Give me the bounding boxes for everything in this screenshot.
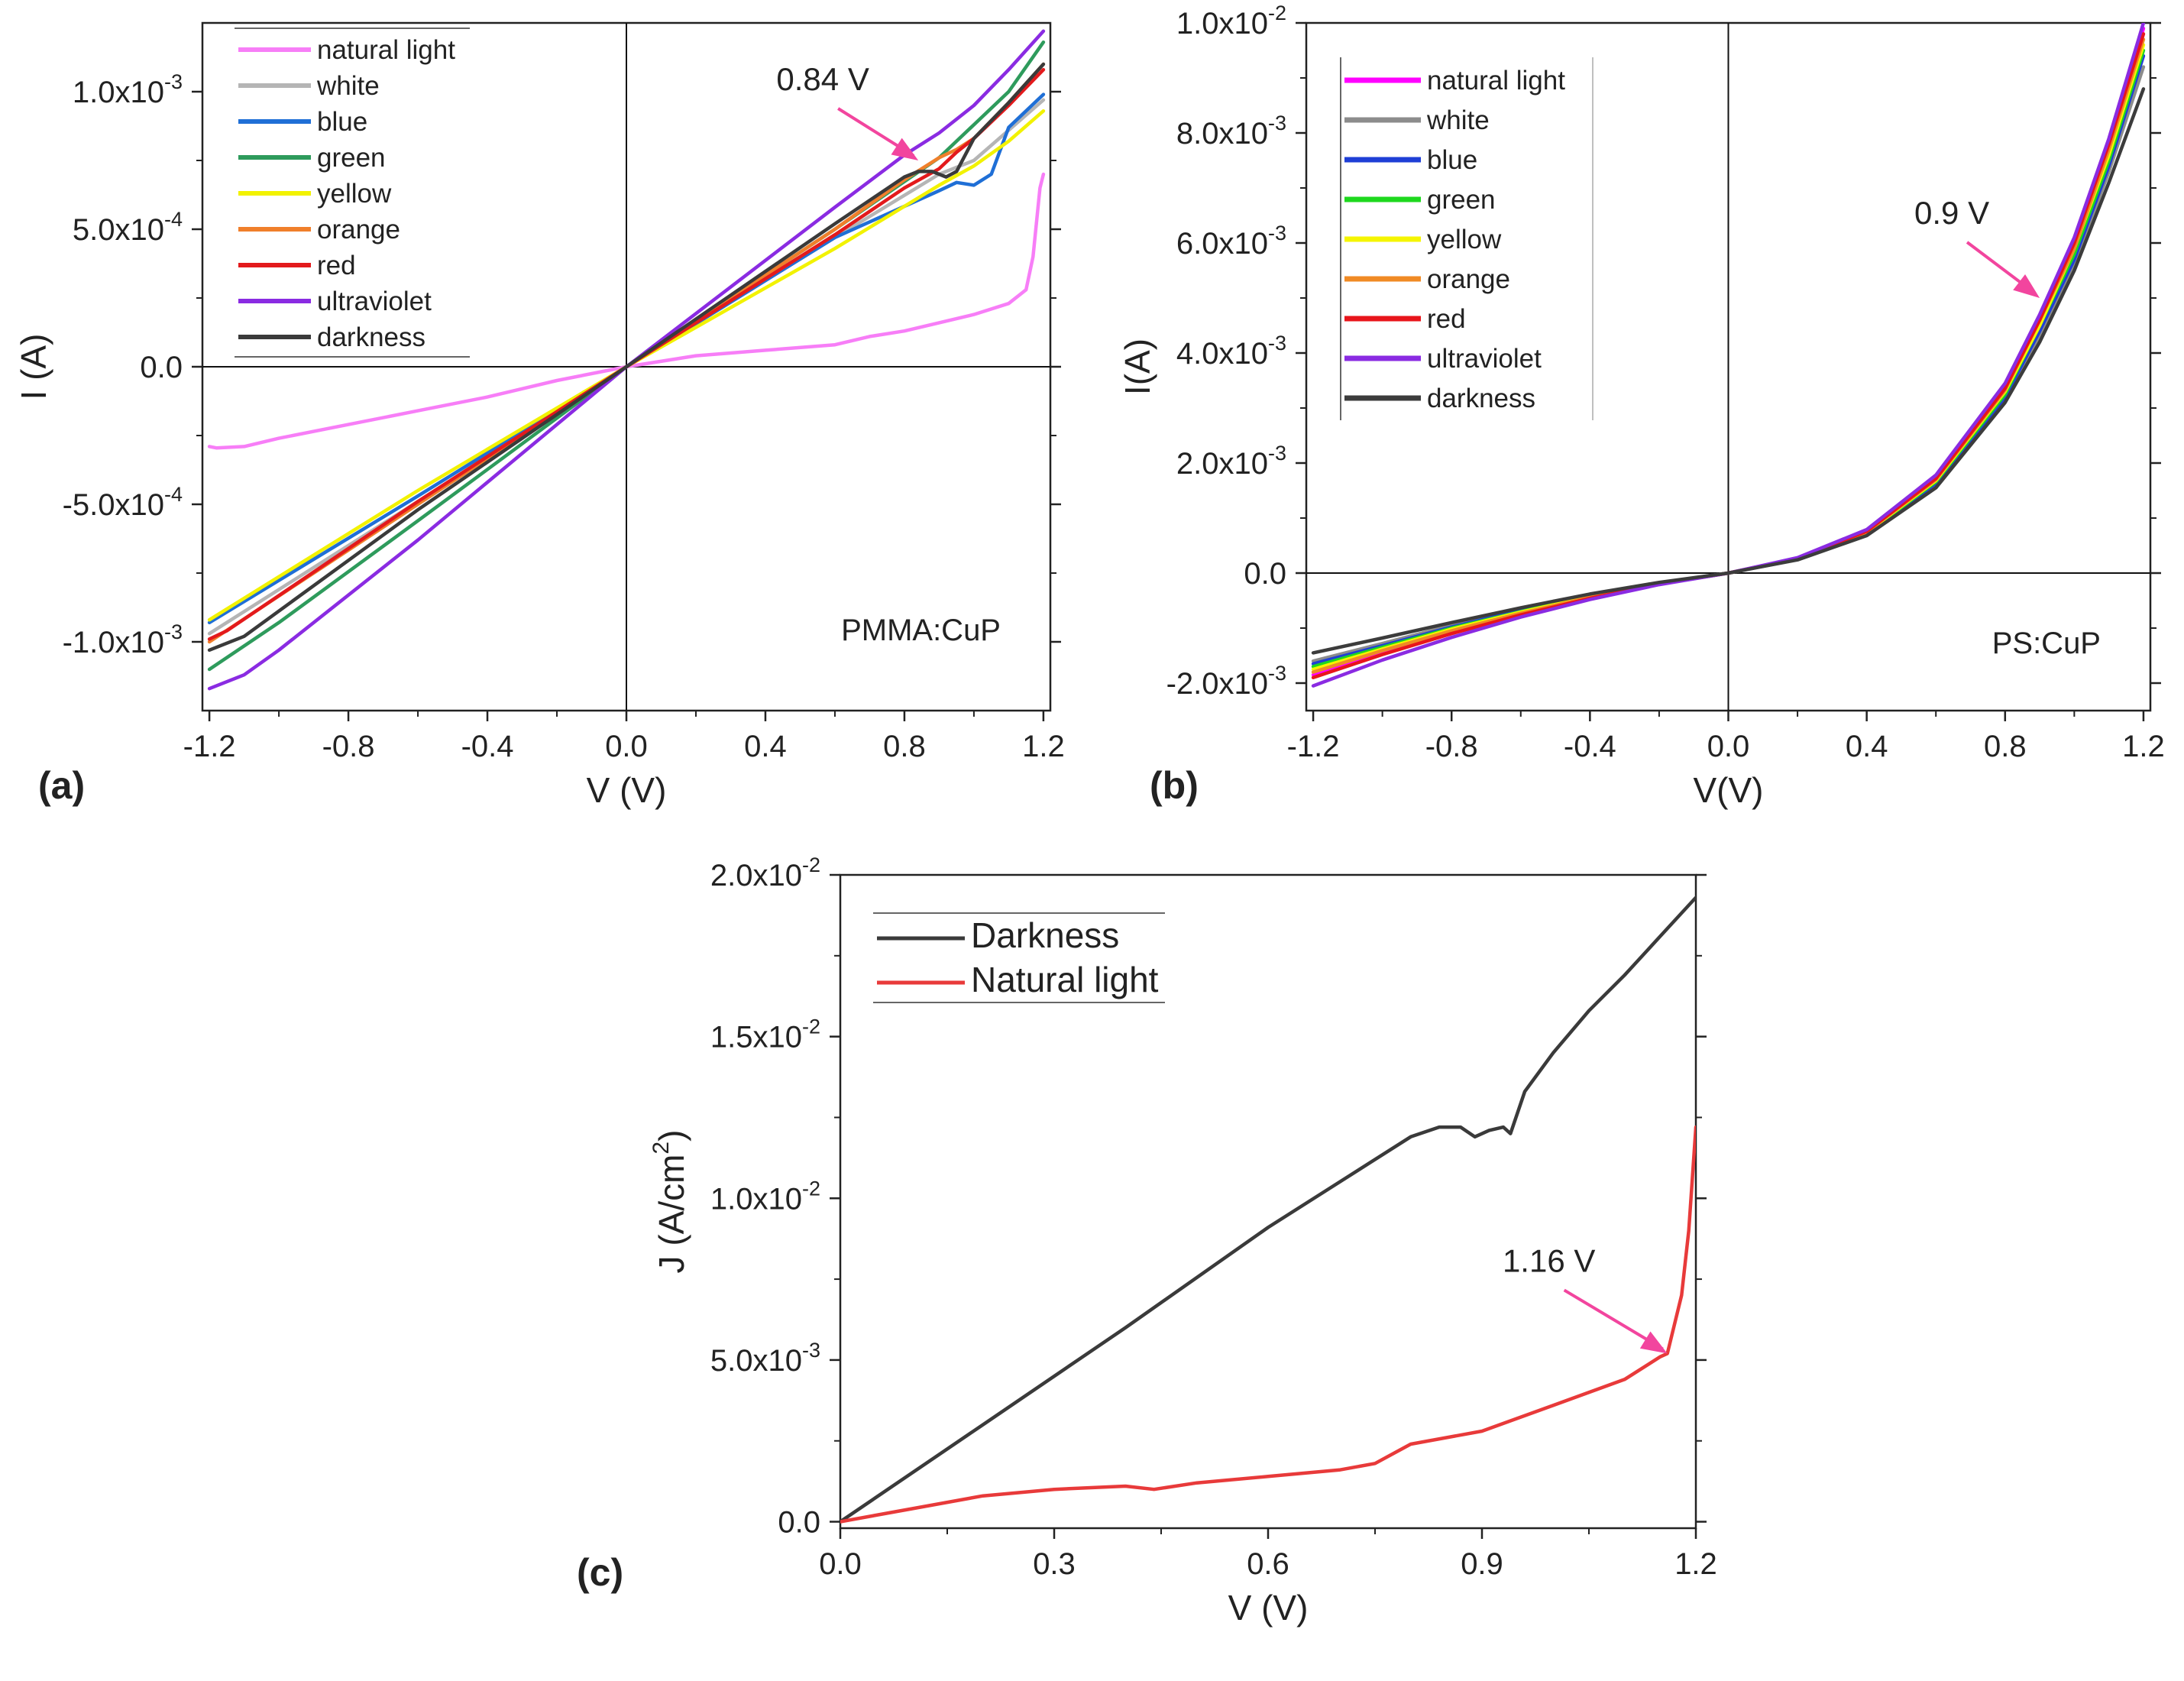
x-tick-label: 0.0	[605, 730, 648, 763]
series-group	[840, 896, 1696, 1524]
y-tick-label: 0.0	[778, 1506, 820, 1540]
series-line-yellow	[207, 109, 1046, 622]
y-axis-title: J (A/cm2)	[649, 1130, 691, 1274]
y-tick-label: 5.0x10-3	[710, 1339, 820, 1378]
plot-frame	[839, 873, 1697, 1530]
y-tick-label: 2.0x10-2	[710, 853, 820, 892]
panel-label: (a)	[38, 764, 85, 807]
y-axis-title: I (A)	[14, 334, 53, 400]
legend-label: Darkness	[971, 915, 1119, 955]
x-tick-label: 0.3	[1033, 1547, 1076, 1581]
y-tick-label: 1.0x10-2	[1176, 2, 1286, 40]
y-tick-label: 0.0	[1244, 557, 1286, 591]
legend-label: red	[1427, 304, 1466, 334]
series-group	[1311, 23, 2146, 688]
legend-label: green	[1427, 185, 1496, 215]
y-tick-label: 1.5x10-2	[710, 1015, 820, 1054]
legend-label: orange	[1427, 264, 1510, 294]
series-line-natural-light	[207, 172, 1046, 450]
annotation: 1.16 V	[1503, 1242, 1668, 1354]
legend: natural light white blue green yellow orange r…	[1340, 57, 1594, 420]
x-axis-title: V(V)	[1694, 770, 1764, 810]
y-tick-label: 0.0	[140, 351, 183, 384]
x-tick-label: -1.2	[1287, 730, 1340, 763]
legend: Darkness Natural light	[873, 912, 1165, 1003]
x-tick-label: 0.8	[1984, 730, 2027, 763]
x-tick-label: 0.6	[1247, 1547, 1289, 1581]
y-tick-label: -1.0x10-3	[63, 620, 183, 659]
x-axis-title: V (V)	[1228, 1588, 1309, 1628]
annotation-label: 0.9 V	[1914, 195, 1989, 231]
x-tick-label: 0.9	[1461, 1547, 1503, 1581]
annotation-arrowhead	[2013, 274, 2040, 298]
series-line-darkness	[840, 896, 1696, 1524]
x-tick-label: -0.4	[1564, 730, 1616, 763]
legend-label: ultraviolet	[1427, 344, 1542, 374]
x-tick-label: 0.8	[883, 730, 926, 763]
panel-label: (b)	[1150, 764, 1199, 807]
y-tick-label: 8.0x10-3	[1176, 112, 1286, 151]
y-tick-label: 5.0x10-4	[73, 208, 183, 247]
x-tick-label: 0.4	[744, 730, 787, 763]
y-tick-label: -2.0x10-3	[1166, 662, 1286, 701]
legend-label: darkness	[1427, 384, 1535, 413]
series-group	[207, 29, 1046, 691]
legend-label: darkness	[317, 322, 425, 352]
legend-label: orange	[317, 215, 400, 245]
sample-label: PMMA:CuP	[841, 614, 1001, 647]
annotation: 0.84 V	[776, 61, 919, 160]
sample-label: PS:CuP	[1992, 627, 2101, 660]
legend-label: red	[317, 251, 356, 280]
x-tick-label: 0.0	[1707, 730, 1750, 763]
series-line-ultraviolet	[1311, 23, 2146, 688]
legend-label: white	[316, 71, 380, 101]
y-tick-label: 2.0x10-3	[1176, 442, 1286, 481]
series-line-darkness	[1311, 87, 2146, 655]
legend-label: Natural light	[971, 960, 1159, 999]
x-axis-title: V (V)	[587, 770, 667, 810]
series-line-natural-light	[840, 1125, 1696, 1524]
legend-label: green	[317, 143, 386, 173]
x-tick-label: -0.8	[322, 730, 375, 763]
legend-label: yellow	[1427, 225, 1502, 254]
chart-panel-a: -1.2 -0.8 -0.4 0.0 0.4 0.8 1.2 -1.0x10-3 -5.0x10…	[14, 21, 1065, 810]
y-axis-title: I(A)	[1118, 338, 1157, 395]
y-tick-label: 1.0x10-3	[73, 70, 183, 109]
annotation-arrowhead	[1639, 1331, 1668, 1354]
legend-label: natural light	[1427, 66, 1565, 96]
x-tick-label: -0.4	[461, 730, 514, 763]
y-tick-label: 6.0x10-3	[1176, 222, 1286, 261]
y-tick-label: 4.0x10-3	[1176, 332, 1286, 371]
annotation-label: 0.84 V	[776, 61, 869, 97]
legend-label: white	[1426, 105, 1490, 135]
series-line-ultraviolet	[207, 29, 1046, 691]
y-tick-label: 1.0x10-2	[710, 1177, 820, 1216]
legend-label: ultraviolet	[317, 287, 432, 316]
x-tick-label: 0.0	[819, 1547, 862, 1581]
annotation-label: 1.16 V	[1503, 1242, 1595, 1278]
panel-label: (c)	[577, 1551, 623, 1594]
x-tick-label: 0.4	[1846, 730, 1888, 763]
series-line-darkness	[207, 62, 1046, 653]
legend-label: natural light	[317, 35, 455, 65]
annotation-arrowhead	[891, 138, 919, 160]
chart-panel-c: 0.0 0.3 0.6 0.9 1.2 0.0 5.0x10-3 1.0x10-2 1.5x10…	[577, 853, 1717, 1628]
x-tick-label: -0.8	[1425, 730, 1478, 763]
legend: natural light white blue green yellow orange r…	[235, 28, 470, 358]
legend-label: blue	[317, 107, 367, 137]
x-tick-label: 1.2	[2122, 730, 2165, 763]
y-tick-label: -5.0x10-4	[63, 483, 183, 522]
x-tick-label: -1.2	[183, 730, 236, 763]
legend-label: yellow	[317, 179, 392, 209]
legend-label: blue	[1427, 145, 1477, 175]
annotation: 0.9 V	[1914, 195, 2040, 298]
x-tick-label: 1.2	[1674, 1547, 1717, 1581]
chart-panel-b: -1.2 -0.8 -0.4 0.0 0.4 0.8 1.2 -2.0x10-3 0.0 2.0x…	[1118, 2, 2165, 810]
series-line-blue	[207, 92, 1046, 625]
x-tick-label: 1.2	[1022, 730, 1065, 763]
